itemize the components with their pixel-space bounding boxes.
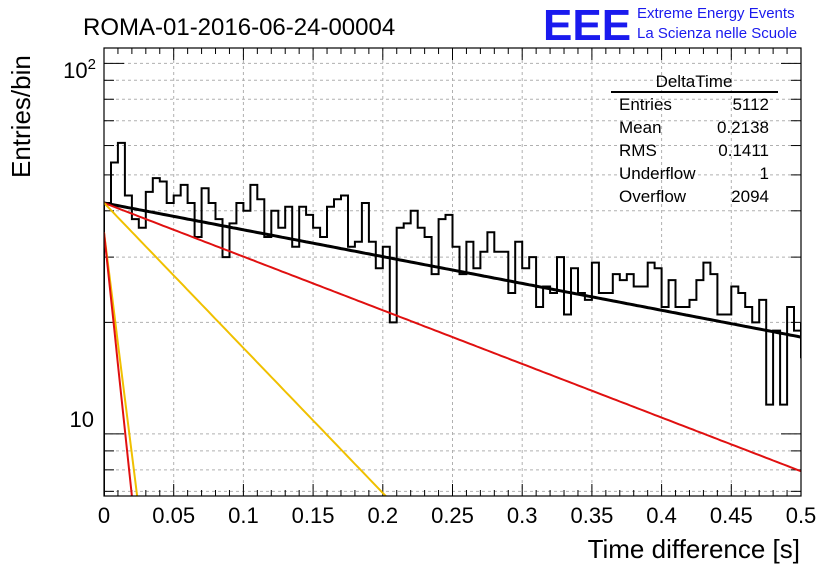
fit-curve-5 <box>104 232 133 496</box>
y-tick-label-10: 10 <box>70 407 94 432</box>
x-tick-label: 0.3 <box>507 503 538 528</box>
eee-logo-line2: La Scienza nelle Scuole <box>637 25 797 42</box>
stats-box-title: DeltaTime <box>656 72 733 91</box>
eee-logo-line1: Extreme Energy Events <box>637 5 795 22</box>
x-tick-labels: 0 0.05 0.1 0.15 0.2 0.25 0.3 0.35 0.4 0.45 0.5 <box>98 503 816 528</box>
histogram <box>104 141 801 496</box>
y-axis-label: Entries/bin <box>6 55 36 178</box>
x-tick-label: 0.1 <box>228 503 259 528</box>
stats-label-rms: RMS <box>619 141 657 160</box>
stats-value-rms: 0.1411 <box>718 141 769 160</box>
x-tick-label: 0.15 <box>292 503 335 528</box>
x-tick-label: 0.45 <box>710 503 753 528</box>
stats-value-entries: 5112 <box>732 95 769 114</box>
stats-label-entries: Entries <box>619 95 672 114</box>
y-tick-labels: 10 102 <box>63 56 96 432</box>
histogram-steps <box>104 141 801 496</box>
stats-label-overflow: Overflow <box>619 187 687 206</box>
stats-value-underflow: 1 <box>760 164 769 183</box>
fit-curves <box>104 201 801 496</box>
fit-curve-2 <box>104 202 801 473</box>
fit-curve-3 <box>104 202 388 496</box>
x-tick-label: 0.4 <box>646 503 677 528</box>
x-tick-label: 0 <box>98 503 110 528</box>
x-axis-label: Time difference [s] <box>588 534 800 564</box>
stats-value-overflow: 2094 <box>731 187 769 206</box>
x-tick-label: 0.05 <box>152 503 195 528</box>
fit-curve-1 <box>104 201 801 339</box>
stats-value-mean: 0.2138 <box>717 118 769 137</box>
x-tick-label: 0.2 <box>368 503 399 528</box>
grid <box>104 48 801 496</box>
stats-label-underflow: Underflow <box>619 164 696 183</box>
stats-box: DeltaTime Entries 5112 Mean 0.2138 RMS 0… <box>611 72 778 206</box>
eee-logo: EEE Extreme Energy Events La Scienza nel… <box>543 1 797 50</box>
x-tick-label: 0.35 <box>570 503 613 528</box>
stats-label-mean: Mean <box>619 118 662 137</box>
x-tick-label: 0.25 <box>431 503 474 528</box>
plot-frame <box>103 47 802 497</box>
eee-logo-mark: EEE <box>543 1 631 50</box>
x-tick-label: 0.5 <box>786 503 817 528</box>
chart-title: ROMA-01-2016-06-24-00004 <box>83 14 395 41</box>
y-tick-label-100: 102 <box>63 56 96 83</box>
